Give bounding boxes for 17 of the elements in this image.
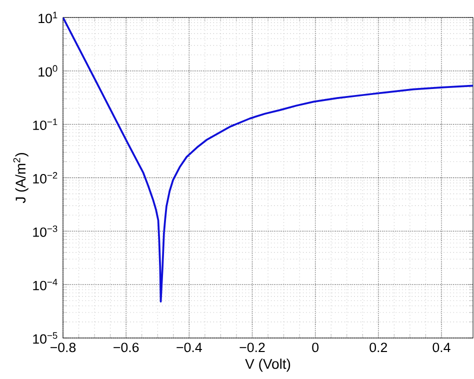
y-tick-label: 10$^{−1}$ — [33, 118, 58, 130]
x-tick-label: 0 — [312, 342, 319, 352]
x-tick-label: 0.2 — [370, 342, 387, 352]
x-tick-label: −0.8 — [50, 342, 76, 352]
x-tick-label: 0.4 — [432, 342, 450, 352]
y-tick-label: 10$^{−2}$ — [33, 172, 58, 184]
y-tick-label: 10$^{−5}$ — [33, 332, 58, 344]
line-series — [63, 17, 474, 303]
y-axis-title: J (A/m$^{2}$) — [13, 153, 28, 204]
y-tick-label: 10$^{0}$ — [38, 65, 58, 77]
x-axis-title: V (Volt) — [245, 358, 290, 372]
x-tick-label: −0.2 — [240, 342, 265, 352]
y-tick-label: 10$^{1}$ — [38, 12, 58, 24]
y-tick-label: 10$^{−4}$ — [33, 278, 58, 290]
y-tick-label: 10$^{−3}$ — [33, 225, 58, 237]
x-tick-label: −0.4 — [176, 342, 202, 352]
x-tick-label: −0.6 — [114, 342, 139, 352]
